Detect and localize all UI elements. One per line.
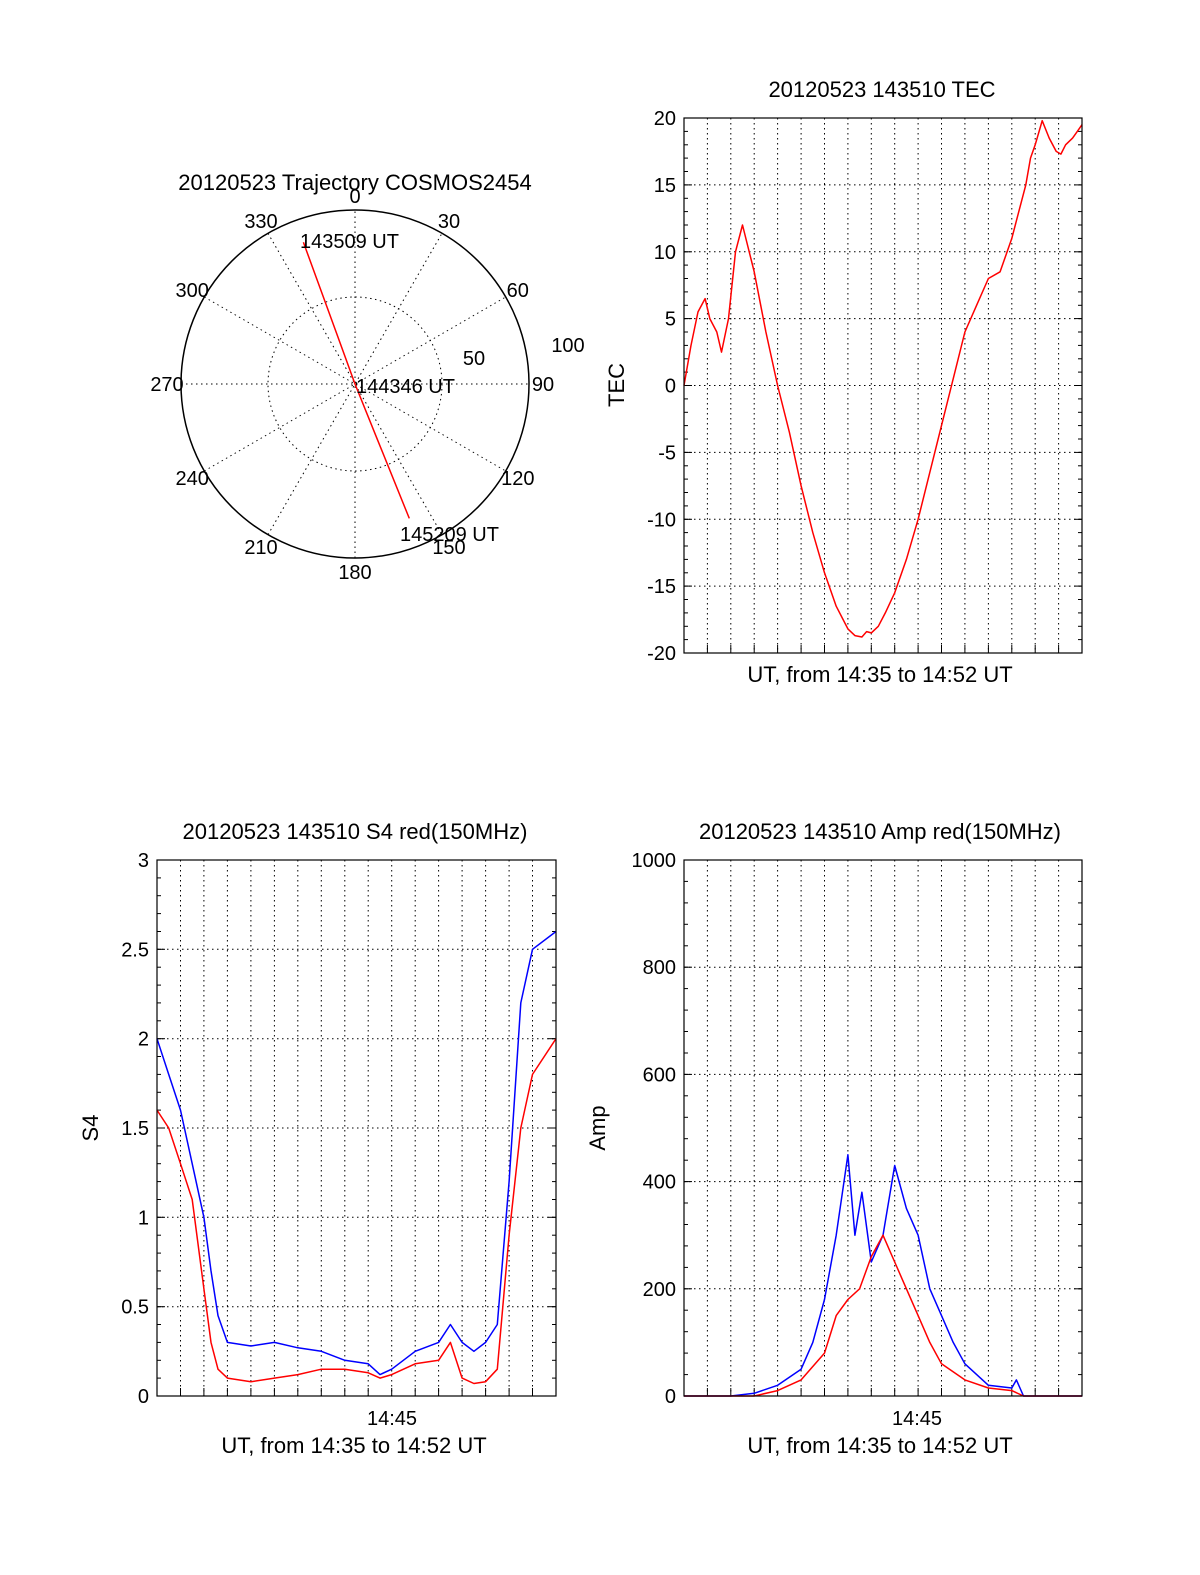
s4-grid (157, 859, 556, 1397)
polar-angle-label: 0 (349, 186, 360, 208)
tec-y-tick-label: 5 (665, 309, 676, 331)
tec-series-red-line (683, 119, 1083, 638)
s4-y-tick-label: 3 (138, 850, 149, 872)
trajectory-line (302, 242, 410, 519)
amp-y-tick-label: 0 (665, 1386, 676, 1408)
tec-y-tick-label: 15 (654, 175, 676, 197)
polar-spoke (204, 296, 506, 472)
s4-chart: 20120523 143510 S4 red(150MHz) 0 0.5 1 1.5 2… (78, 819, 557, 1458)
s4-y-tick-label: 1 (138, 1207, 149, 1229)
tec-y-tick-label: 0 (665, 376, 676, 398)
amp-y-tick-label: 1000 (632, 850, 677, 872)
amp-series-red-line (684, 1234, 1082, 1397)
s4-series (156, 930, 557, 1385)
s4-y-tick-label: 0.5 (121, 1297, 149, 1319)
tec-y-tick-label: -15 (647, 576, 676, 598)
trajectory-end-label: 145209 UT (400, 524, 499, 546)
tec-chart: 20120523 143510 TEC 20151050-5-10-15-20 … (604, 77, 1083, 687)
tec-y-tick-label: 10 (654, 242, 676, 264)
amp-y-tick-label: 200 (643, 1279, 676, 1301)
polar-spoke (267, 233, 443, 535)
amp-y-tick-label: 400 (643, 1172, 676, 1194)
polar-spoke (204, 296, 506, 472)
trajectory-series (302, 242, 410, 519)
tec-y-tick-label: -20 (647, 643, 676, 665)
polar-angle-label: 30 (438, 211, 460, 233)
polar-radial-label-50: 50 (463, 348, 485, 370)
s4-y-tick-labels: 0 0.5 1 1.5 2 2.5 3 (121, 850, 149, 1408)
polar-angle-label: 150 (432, 537, 465, 559)
tec-y-tick-label: -10 (647, 509, 676, 531)
s4-y-label: S4 (78, 1115, 103, 1142)
tec-grid (684, 117, 1082, 654)
polar-angle-label: 330 (244, 211, 277, 233)
s4-series-red-line (156, 1038, 557, 1385)
trajectory-chart: 20120523 Trajectory COSMOS2454 0 30 60 90 12… (150, 170, 584, 584)
amp-series-blue-line (684, 1154, 1082, 1397)
tec-y-label: TEC (604, 363, 629, 407)
amp-grid (684, 859, 1082, 1397)
s4-x-label: UT, from 14:35 to 14:52 UT (221, 1433, 486, 1458)
s4-y-tick-label: 1.5 (121, 1118, 149, 1140)
polar-angle-label: 90 (532, 374, 554, 396)
s4-y-tick-label: 2 (138, 1029, 149, 1051)
s4-series-blue-line (156, 930, 557, 1376)
polar-angle-label: 300 (176, 280, 209, 302)
tec-x-label: UT, from 14:35 to 14:52 UT (747, 662, 1012, 687)
amp-y-tick-label: 600 (643, 1064, 676, 1086)
tec-y-tick-label: -5 (658, 442, 676, 464)
polar-angle-labels: 0 30 60 90 120 150 180 210 240 270 300 330 (150, 186, 554, 584)
s4-plot-frame (156, 859, 557, 1397)
amp-y-tick-label: 800 (643, 957, 676, 979)
tec-plot-frame (683, 117, 1083, 654)
s4-y-tick-label: 0 (138, 1386, 149, 1408)
s4-x-tick-label: 14:45 (367, 1408, 417, 1430)
trajectory-start-label: 143509 UT (300, 231, 399, 253)
amp-series (684, 1154, 1082, 1397)
amp-plot-frame (683, 859, 1083, 1397)
tec-y-tick-labels: 20 15 10 5 0 -5 -10 -15 -20 (647, 108, 676, 665)
polar-angle-label: 210 (244, 537, 277, 559)
amp-x-tick-label: 14:45 (892, 1408, 942, 1430)
tec-title: 20120523 143510 TEC (768, 77, 995, 102)
trajectory-mid-label: 144346 UT (356, 376, 455, 398)
tec-series (683, 119, 1083, 638)
polar-angle-label: 270 (150, 374, 183, 396)
polar-grid (180, 209, 530, 559)
trajectory-title: 20120523 Trajectory COSMOS2454 (178, 170, 531, 195)
polar-angle-label: 180 (338, 562, 371, 584)
amp-y-label: Amp (585, 1105, 610, 1150)
polar-angle-label: 60 (507, 280, 529, 302)
s4-y-tick-label: 2.5 (121, 939, 149, 961)
tec-y-tick-label: 20 (654, 108, 676, 130)
polar-angle-label: 120 (501, 468, 534, 490)
s4-title: 20120523 143510 S4 red(150MHz) (183, 819, 528, 844)
amp-chart: 20120523 143510 Amp red(150MHz) 0 200 400 6… (585, 819, 1083, 1458)
polar-radial-label-100: 100 (551, 335, 584, 357)
amp-y-tick-labels: 0 200 400 600 800 1000 (632, 850, 677, 1408)
polar-angle-label: 240 (176, 468, 209, 490)
amp-title: 20120523 143510 Amp red(150MHz) (699, 819, 1061, 844)
amp-x-label: UT, from 14:35 to 14:52 UT (747, 1433, 1012, 1458)
polar-spoke (267, 233, 443, 535)
